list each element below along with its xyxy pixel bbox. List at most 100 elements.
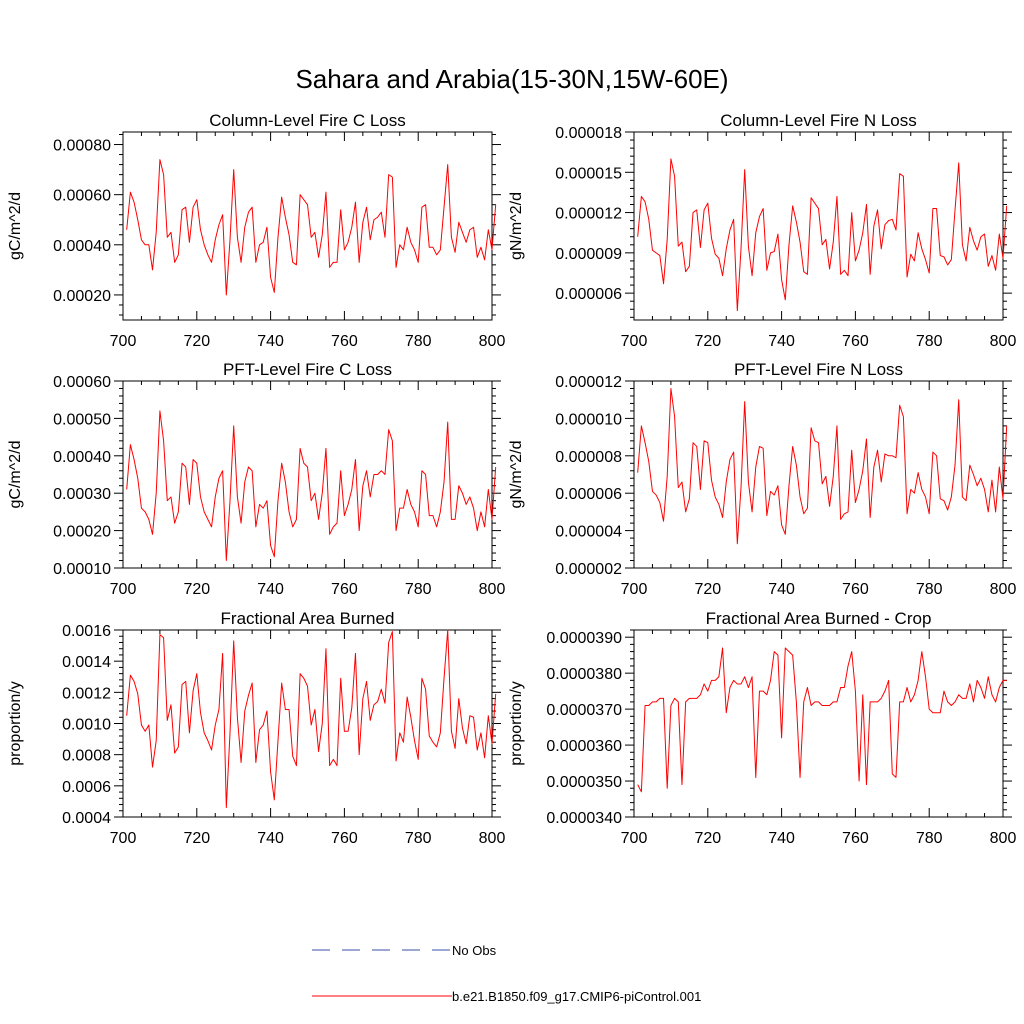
data-point — [847, 665, 848, 666]
chart-title: PFT-Level Fire N Loss — [734, 360, 903, 379]
data-point — [491, 519, 492, 520]
data-point — [274, 556, 275, 557]
data-point — [862, 232, 863, 233]
data-point — [388, 174, 389, 175]
data-point — [443, 207, 444, 208]
data-point — [910, 254, 911, 255]
data-point — [969, 683, 970, 684]
data-point — [281, 463, 282, 464]
data-point — [425, 474, 426, 475]
legend: No Obs b.e21.B1850.f09_g17.CMIP6-piContr… — [312, 943, 701, 1004]
data-point — [156, 493, 157, 494]
data-point — [788, 485, 789, 486]
data-point — [455, 748, 456, 749]
data-point — [429, 735, 430, 736]
data-point — [936, 712, 937, 713]
data-point — [218, 224, 219, 225]
x-tick-label: 720 — [694, 830, 721, 847]
data-point — [333, 526, 334, 527]
data-point — [211, 749, 212, 750]
data-point — [462, 232, 463, 233]
data-point — [954, 465, 955, 466]
data-point — [244, 481, 245, 482]
data-point — [307, 466, 308, 467]
data-point — [895, 457, 896, 458]
x-tick-label: 780 — [405, 581, 432, 598]
data-point — [921, 248, 922, 249]
series-points — [126, 629, 496, 808]
data-point — [336, 262, 337, 263]
data-point — [807, 508, 808, 509]
data-point — [648, 461, 649, 462]
data-point — [991, 694, 992, 695]
data-point — [892, 219, 893, 220]
data-point — [825, 239, 826, 240]
data-point — [373, 474, 374, 475]
data-point — [884, 224, 885, 225]
series-line — [637, 647, 1007, 793]
data-point — [196, 463, 197, 464]
data-point — [777, 233, 778, 234]
data-point — [381, 212, 382, 213]
data-point — [480, 732, 481, 733]
x-tick-label: 800 — [990, 581, 1017, 598]
data-point — [355, 202, 356, 203]
data-point — [670, 158, 671, 159]
data-point — [421, 470, 422, 471]
data-point — [148, 519, 149, 520]
data-point — [888, 680, 889, 681]
data-point — [888, 455, 889, 456]
data-point — [355, 459, 356, 460]
data-point — [700, 489, 701, 490]
data-point — [788, 244, 789, 245]
x-tick-label: 740 — [257, 830, 284, 847]
data-point — [770, 491, 771, 492]
data-point — [455, 252, 456, 253]
x-tick-label: 760 — [331, 333, 358, 350]
data-point — [840, 519, 841, 520]
data-point — [925, 496, 926, 497]
y-tick-label: 0.0004 — [62, 810, 111, 827]
x-tick-label: 800 — [990, 830, 1017, 847]
y-tick-label: 0.00080 — [53, 138, 111, 155]
data-point — [840, 274, 841, 275]
x-tick-label: 760 — [842, 333, 869, 350]
data-point — [311, 237, 312, 238]
data-point — [788, 651, 789, 652]
data-point — [748, 687, 749, 688]
data-point — [300, 673, 301, 674]
data-point — [248, 695, 249, 696]
data-point — [984, 698, 985, 699]
y-tick-label: 0.0010 — [62, 717, 111, 734]
data-point — [681, 242, 682, 243]
data-point — [718, 258, 719, 259]
data-point — [233, 169, 234, 170]
data-point — [270, 771, 271, 772]
y-tick-label: 0.0000380 — [546, 666, 622, 683]
data-point — [447, 629, 448, 630]
data-point — [674, 176, 675, 177]
data-point — [344, 515, 345, 516]
data-point — [918, 472, 919, 473]
data-point — [480, 511, 481, 512]
data-point — [999, 466, 1000, 467]
data-point — [718, 676, 719, 677]
data-point — [755, 232, 756, 233]
data-point — [185, 207, 186, 208]
data-point — [366, 207, 367, 208]
data-point — [274, 292, 275, 293]
data-point — [984, 489, 985, 490]
data-point — [392, 440, 393, 441]
data-point — [473, 508, 474, 509]
data-point — [700, 247, 701, 248]
y-tick-label: 0.000008 — [555, 449, 622, 466]
y-tick-label: 0.0000350 — [546, 774, 622, 791]
data-point — [189, 732, 190, 733]
data-point — [899, 701, 900, 702]
data-point — [381, 689, 382, 690]
data-point — [637, 236, 638, 237]
data-point — [466, 504, 467, 505]
data-point — [403, 508, 404, 509]
data-point — [159, 410, 160, 411]
data-point — [443, 481, 444, 482]
